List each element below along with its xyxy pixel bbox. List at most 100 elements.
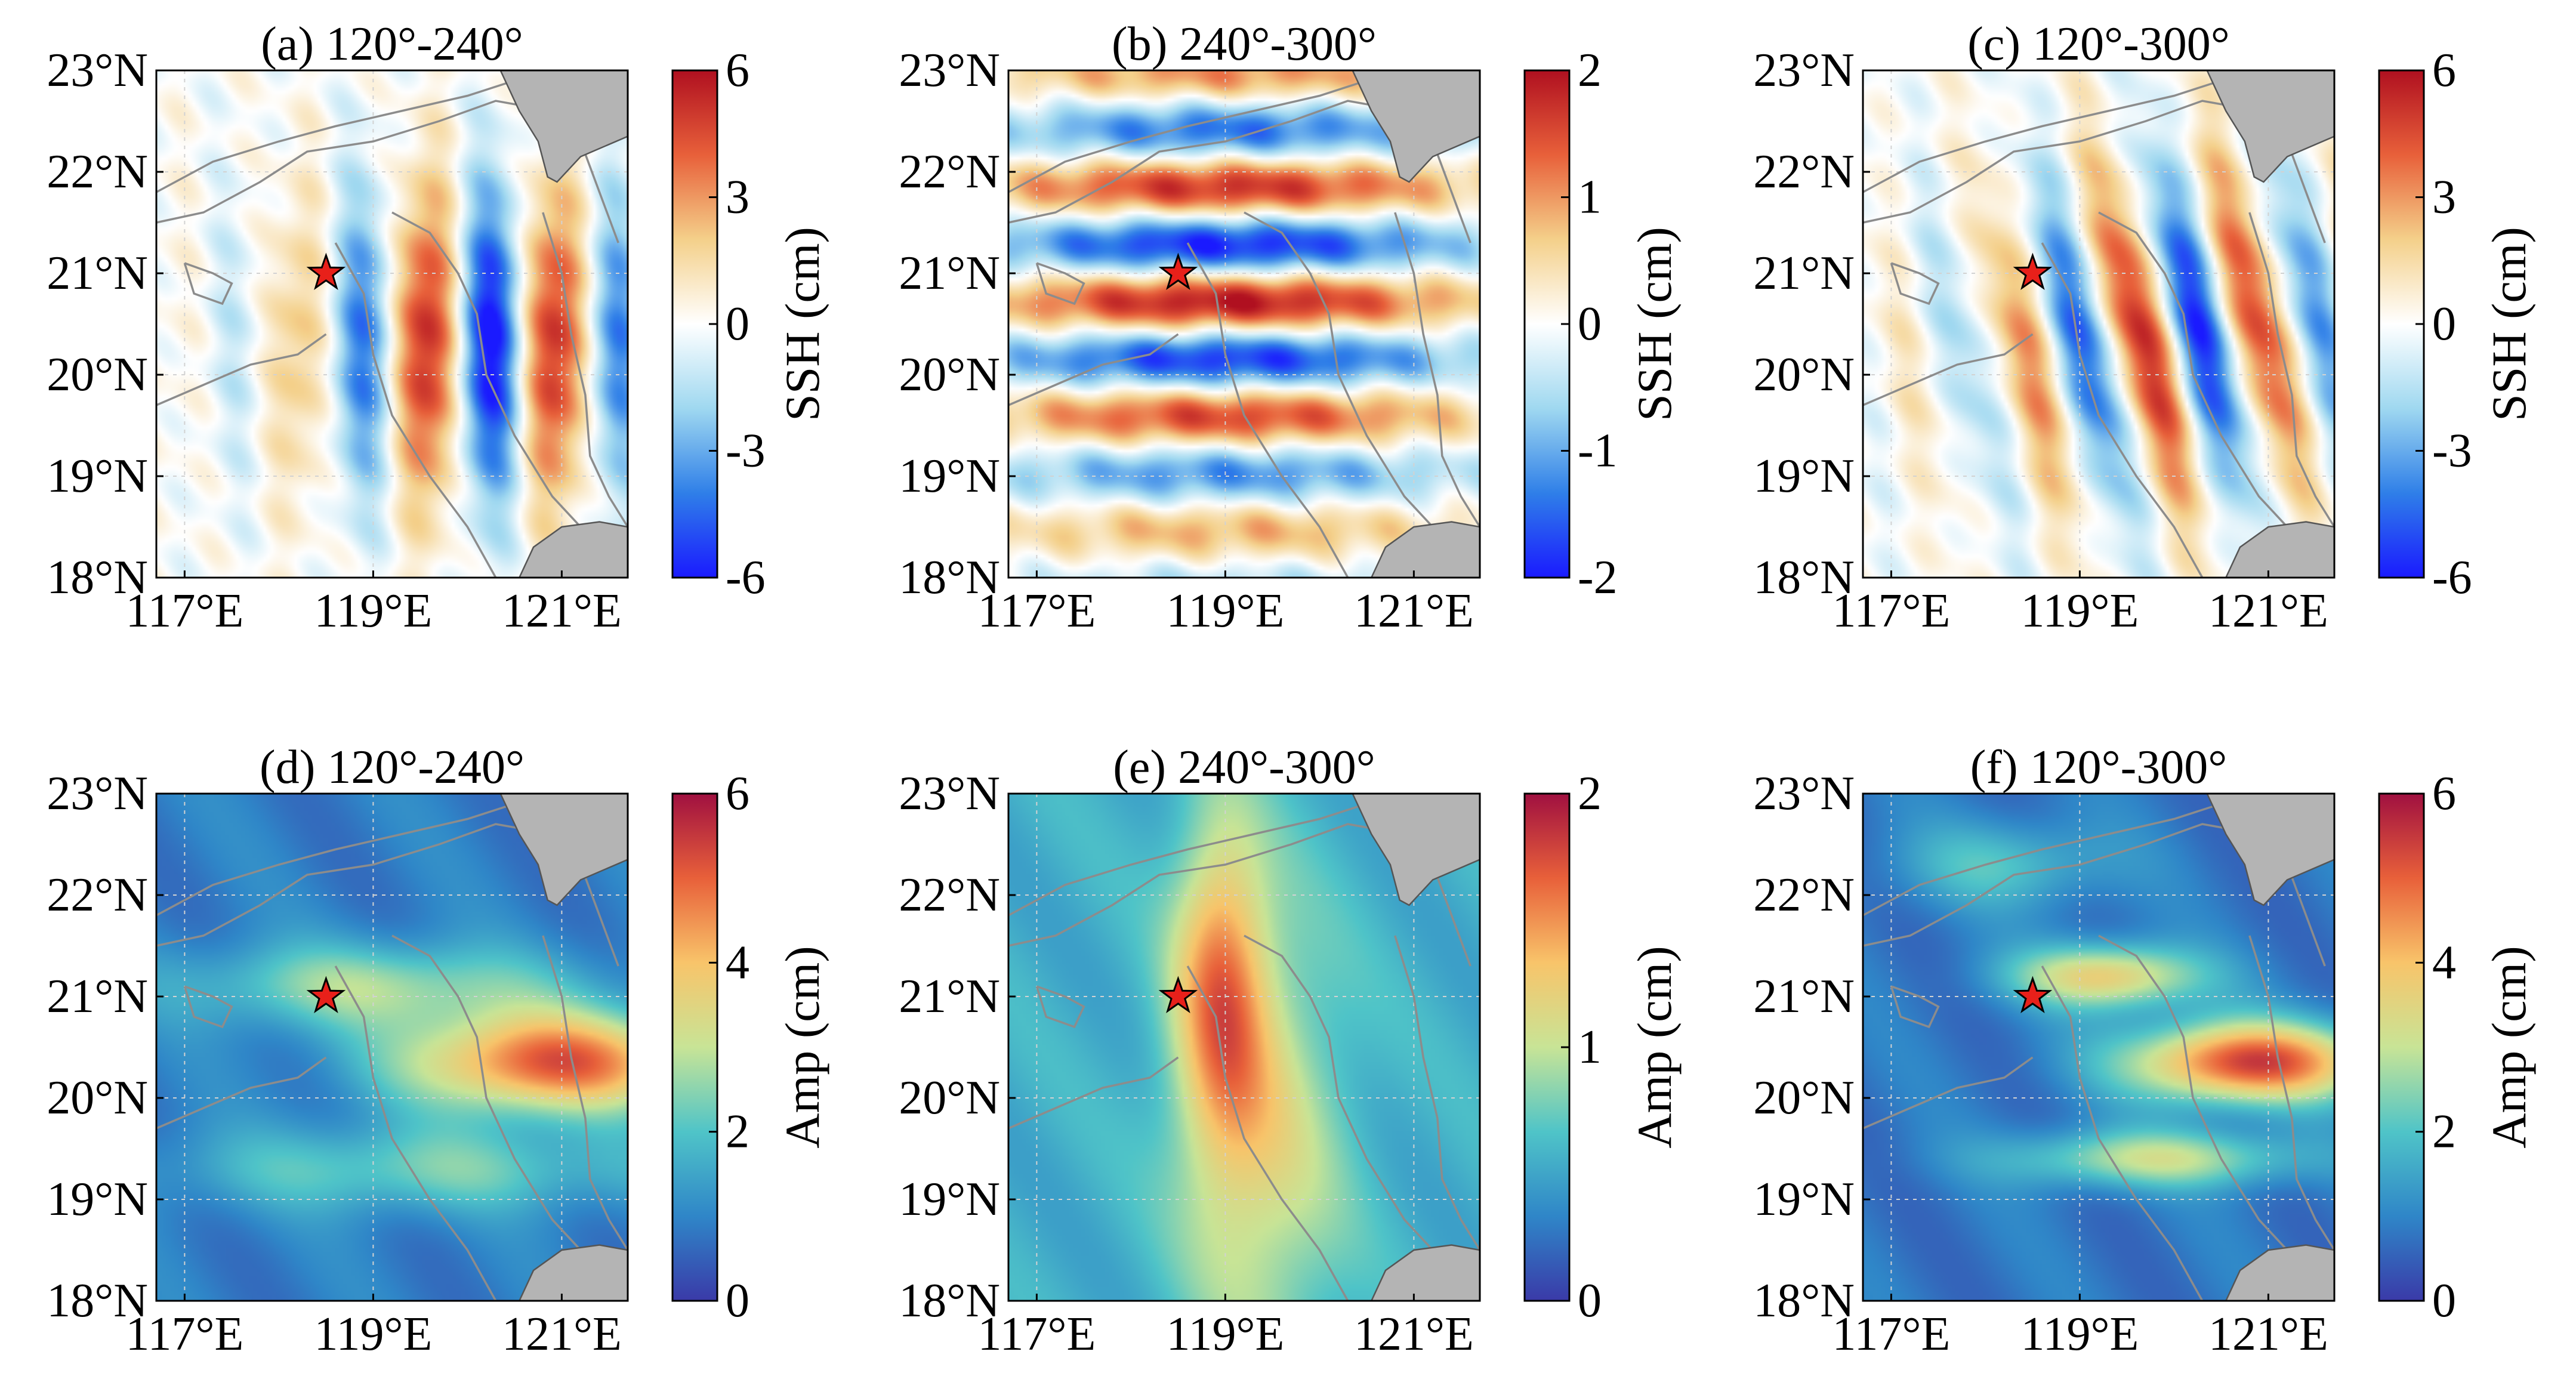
bathymetry-contour bbox=[2098, 934, 2298, 1261]
x-tick-label: 121°E bbox=[502, 1308, 622, 1360]
x-tick-label: 119°E bbox=[314, 1308, 432, 1360]
colorbar-tick-label: 3 bbox=[2432, 171, 2456, 224]
colorbar-tick-label: 1 bbox=[1578, 1021, 1602, 1073]
y-tick-label: 22°N bbox=[47, 869, 148, 921]
y-tick-label: 19°N bbox=[1753, 1173, 1855, 1226]
colorbar-tick-label: 0 bbox=[726, 298, 749, 350]
x-tick-label: 121°E bbox=[1354, 585, 1474, 637]
colorbar-tick-label: -1 bbox=[1578, 425, 1618, 477]
colorbar-label: Amp (cm) bbox=[775, 946, 829, 1148]
bathymetry-contour bbox=[1186, 965, 1349, 1301]
bathymetry-contour bbox=[2248, 935, 2336, 1251]
x-tick-label: 119°E bbox=[1166, 1308, 1284, 1360]
x-tick-label: 121°E bbox=[1354, 1308, 1474, 1360]
colorbar-tick-label: 4 bbox=[2432, 936, 2456, 989]
bathymetry-contour bbox=[156, 1056, 327, 1130]
axes-frame bbox=[155, 792, 629, 1302]
bathymetry-contour bbox=[1244, 934, 1443, 1261]
bathymetry-contour bbox=[1862, 100, 2326, 243]
y-tick-label: 23°N bbox=[47, 44, 148, 97]
x-tick-label: 117°E bbox=[1832, 585, 1950, 637]
axes-frame bbox=[1862, 69, 2336, 579]
x-tick-label: 117°E bbox=[977, 585, 1096, 637]
colorbar-tick-label: 3 bbox=[726, 171, 749, 224]
bathymetry-contour bbox=[1035, 985, 1085, 1029]
station-star-marker bbox=[306, 976, 346, 1014]
station-star-marker bbox=[1158, 252, 1198, 291]
bathymetry-contour bbox=[183, 262, 233, 306]
bathymetry-contour bbox=[1890, 262, 1940, 306]
bathymetry-contour bbox=[1244, 211, 1443, 538]
station-star-marker bbox=[306, 252, 346, 291]
y-tick-label: 21°N bbox=[1753, 970, 1855, 1023]
bathymetry-contour bbox=[334, 242, 497, 578]
y-tick-label: 18°N bbox=[899, 551, 1000, 604]
colorbar-label: SSH (cm) bbox=[1627, 227, 1682, 421]
bathymetry-contour bbox=[1008, 100, 1471, 243]
panel-c: (c) 120°-300° 23°N 22°N 21°N 20°N 19°N 18°N117… bbox=[1753, 18, 2536, 637]
bathymetry-contour bbox=[183, 985, 233, 1029]
colorbar-tick-label: -6 bbox=[2432, 551, 2472, 604]
x-tick-label: 121°E bbox=[502, 585, 622, 637]
panel-b: (b) 240°-300° 23°N 22°N 21°N 20°N 19°N 18°N117… bbox=[899, 18, 1682, 637]
y-tick-label: 20°N bbox=[47, 348, 148, 401]
bathymetry-contour bbox=[1008, 1056, 1179, 1130]
y-tick-label: 23°N bbox=[899, 767, 1000, 820]
axes-frame bbox=[1007, 69, 1481, 579]
y-tick-label: 22°N bbox=[899, 869, 1000, 921]
colorbar-tick-label: 2 bbox=[1578, 44, 1602, 97]
colorbar-tick-label: 4 bbox=[726, 936, 749, 989]
bathymetry-contour bbox=[1008, 823, 1471, 967]
y-tick-label: 20°N bbox=[899, 348, 1000, 401]
y-tick-label: 21°N bbox=[47, 970, 148, 1023]
axes-frame bbox=[1862, 792, 2336, 1302]
y-tick-label: 23°N bbox=[47, 767, 148, 820]
panel-title: (d) 120°-240° bbox=[260, 741, 525, 794]
colorbar-tick-label: 6 bbox=[2432, 767, 2456, 820]
colorbar-tick-label: 6 bbox=[726, 767, 749, 820]
y-tick-label: 19°N bbox=[47, 450, 148, 502]
colorbar-tick-label: 0 bbox=[1578, 1275, 1602, 1327]
panel-a: (a) 120°-240° 23°N 22°N 21°N 20°N 19°N 18°N117… bbox=[47, 18, 829, 637]
y-tick-label: 19°N bbox=[899, 450, 1000, 502]
bathymetry-contour bbox=[1890, 985, 1940, 1029]
colorbar bbox=[671, 792, 718, 1302]
colorbar-label: SSH (cm) bbox=[775, 227, 829, 421]
y-tick-label: 18°N bbox=[47, 1275, 148, 1327]
axes-frame bbox=[155, 69, 629, 579]
station-star-marker bbox=[2013, 976, 2053, 1014]
colorbar-tick-label: 0 bbox=[1578, 298, 1602, 350]
bathymetry-contour bbox=[1035, 262, 1085, 306]
bathymetry-contour bbox=[156, 100, 619, 243]
axes-frame bbox=[1007, 792, 1481, 1302]
panel-d: (d) 120°-240° 23°N 22°N 21°N 20°N 19°N 18°N117… bbox=[47, 741, 829, 1360]
bathymetry-contour bbox=[156, 333, 327, 406]
colorbar-label: Amp (cm) bbox=[1627, 946, 1682, 1148]
x-tick-label: 117°E bbox=[977, 1308, 1096, 1360]
y-tick-label: 20°N bbox=[1753, 348, 1855, 401]
colorbar-label: Amp (cm) bbox=[2482, 946, 2536, 1148]
colorbar-tick-label: -3 bbox=[2432, 425, 2472, 477]
station-star-marker bbox=[1158, 976, 1198, 1014]
colorbar-tick-label: 0 bbox=[2432, 298, 2456, 350]
panel-title: (e) 240°-300° bbox=[1113, 741, 1375, 794]
colorbar bbox=[2378, 69, 2425, 579]
bathymetry-contour bbox=[1862, 333, 2034, 406]
colorbar-tick-label: 2 bbox=[1578, 767, 1602, 820]
colorbar-tick-label: -6 bbox=[726, 551, 766, 604]
bathymetry-contour bbox=[542, 212, 629, 527]
y-tick-label: 19°N bbox=[47, 1173, 148, 1226]
bathymetry-contour bbox=[542, 935, 629, 1251]
y-tick-label: 22°N bbox=[47, 146, 148, 198]
colorbar-label: SSH (cm) bbox=[2482, 227, 2536, 421]
y-tick-label: 22°N bbox=[899, 146, 1000, 198]
y-tick-label: 23°N bbox=[1753, 767, 1855, 820]
bathymetry-contour bbox=[1008, 333, 1179, 406]
colorbar-tick-label: 2 bbox=[2432, 1106, 2456, 1158]
station-star-marker bbox=[2013, 252, 2053, 291]
bathymetry-contour bbox=[2041, 242, 2204, 578]
bathymetry-contour bbox=[2248, 212, 2336, 527]
x-tick-label: 117°E bbox=[125, 585, 243, 637]
x-tick-label: 117°E bbox=[1832, 1308, 1950, 1360]
